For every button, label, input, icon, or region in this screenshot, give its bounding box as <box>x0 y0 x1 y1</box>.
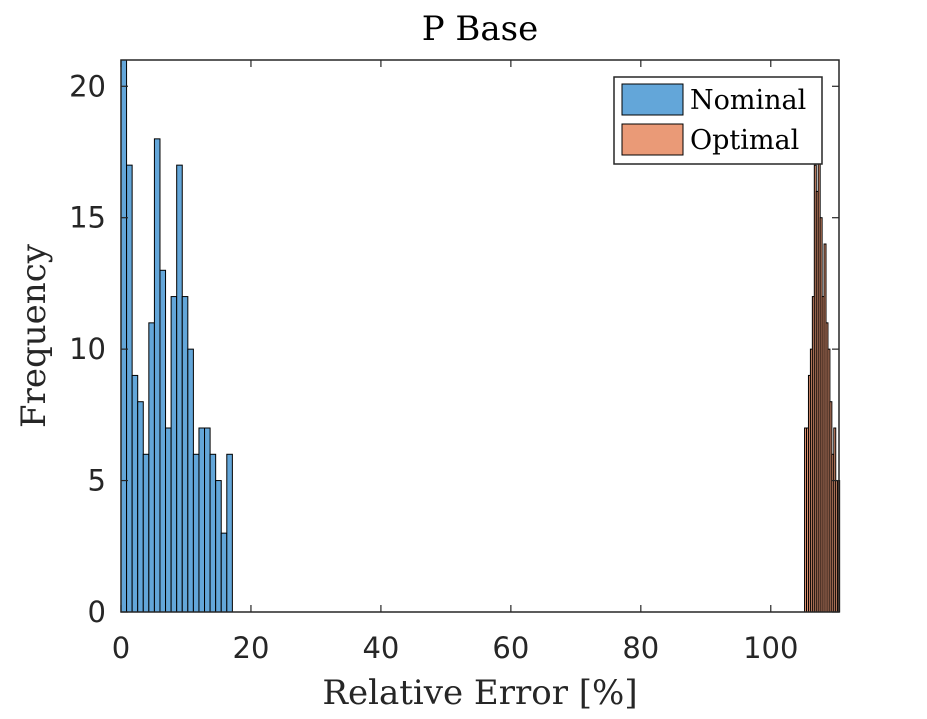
y-tick-label-10: 10 <box>69 332 106 366</box>
bar-nominal-17 <box>215 480 222 613</box>
bar-nominal-13 <box>192 453 200 613</box>
y-tick-label-0: 0 <box>88 595 106 629</box>
legend: Nominal Optimal <box>613 76 823 165</box>
x-axis-label: Relative Error [%] <box>322 673 637 713</box>
bar-nominal-7 <box>159 269 167 613</box>
x-tick-label-0: 0 <box>112 631 130 665</box>
x-tick-label-40: 40 <box>362 631 399 665</box>
bar-nominal-16 <box>209 453 217 613</box>
bar-nominal-10 <box>176 164 183 613</box>
bar-nominal-2 <box>131 374 139 613</box>
bars-group <box>120 59 841 613</box>
ticks-group: 0 20 40 60 80 100 0 5 10 15 20 <box>69 60 839 665</box>
y-tick-label-20: 20 <box>69 69 106 103</box>
x-tick-label-60: 60 <box>492 631 529 665</box>
bar-nominal-14 <box>198 427 206 613</box>
legend-swatch-optimal <box>621 123 684 156</box>
bar-nominal-11 <box>181 296 189 613</box>
chart-title: P Base <box>422 9 539 49</box>
bar-nominal-3 <box>137 401 144 613</box>
legend-swatch-nominal <box>621 83 684 116</box>
legend-label-optimal: Optimal <box>690 125 799 156</box>
bar-nominal-0 <box>120 59 128 613</box>
bar-nominal-4 <box>142 453 150 613</box>
bar-nominal-1 <box>126 164 133 613</box>
bar-nominal-12 <box>187 348 194 613</box>
x-tick-label-20: 20 <box>233 631 270 665</box>
bar-nominal-18 <box>220 532 228 613</box>
y-axis-label: Frequency <box>14 243 54 428</box>
bar-nominal-19 <box>226 453 233 613</box>
axes-box <box>120 59 840 613</box>
y-tick-label-15: 15 <box>69 201 106 235</box>
legend-label-nominal: Nominal <box>690 85 806 116</box>
bar-nominal-6 <box>153 138 161 613</box>
bar-nominal-8 <box>165 427 172 613</box>
x-tick-label-80: 80 <box>622 631 659 665</box>
bar-nominal-5 <box>148 322 155 613</box>
bar-nominal-9 <box>170 296 178 613</box>
y-tick-label-5: 5 <box>88 464 106 498</box>
bar-nominal-15 <box>204 427 211 613</box>
x-tick-label-100: 100 <box>743 631 798 665</box>
